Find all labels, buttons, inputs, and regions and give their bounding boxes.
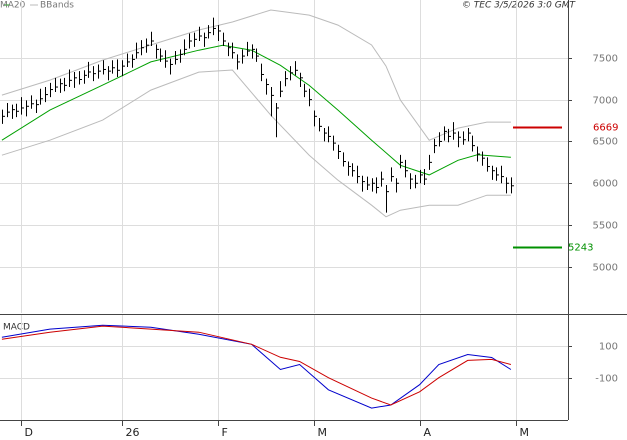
x-tick-label: A [424, 426, 432, 439]
y-tick-label: 100 [599, 342, 618, 353]
level-label: 5243 [568, 243, 593, 254]
y-tick-label: 6000 [593, 179, 618, 190]
x-tick-label: M [318, 426, 328, 439]
y-tick-label: -100 [595, 374, 618, 385]
line-ma20 [1, 44, 511, 176]
macd-line [1, 325, 512, 406]
level-label: 6669 [593, 123, 618, 134]
y-tick-label: 5000 [593, 263, 618, 274]
line-bbands [1, 9, 511, 141]
y-tick-label: 6500 [593, 137, 618, 148]
legend-ma20: MA20 [0, 1, 26, 11]
x-tick-label: D [25, 426, 33, 439]
y-tick-label: 7500 [593, 54, 618, 65]
legend-bbands: BBands [40, 1, 74, 11]
macd-title: MACD [3, 323, 30, 333]
line-lower-band [1, 69, 511, 218]
x-tick-label: 26 [126, 426, 140, 439]
y-tick-label: 7000 [593, 96, 618, 107]
x-tick-label: M [520, 426, 530, 439]
x-tick-label: F [222, 426, 228, 439]
y-tick-label: 5500 [593, 221, 618, 232]
macd-line [1, 324, 512, 409]
copyright: © TEC 3/5/2026 3:0 GMT [462, 1, 577, 11]
